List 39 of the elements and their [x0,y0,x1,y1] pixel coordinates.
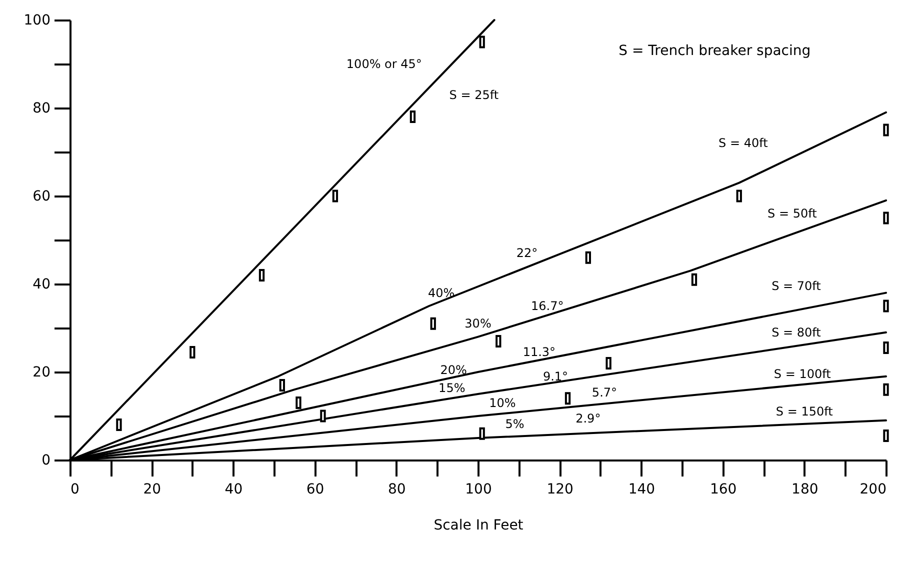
annotation: S = 150ft [776,404,834,419]
x-tick-label: 20 [143,482,162,498]
annotation: 100% or 45° [346,57,422,71]
x-tick-label: 140 [628,482,656,498]
y-tick-label: 80 [32,100,50,116]
x-tick-label: 100 [465,482,492,498]
x-tick-label: 180 [792,482,818,498]
x-tick-label: 40 [224,482,243,498]
annotation: 15% [438,380,466,395]
y-tick-label: 20 [32,364,50,380]
y-tick-label: 60 [32,188,50,204]
y-tick-label: 100 [24,12,50,28]
annotation: 40% [428,286,455,300]
x-tick-label: 0 [70,482,80,498]
annotation: 5.7° [592,386,618,400]
x-tick-label: 200 [860,482,886,498]
y-tick-label: 40 [32,276,50,292]
annotation: 2.9° [576,412,601,426]
annotation: 30% [464,316,492,331]
y-tick-label: 0 [42,452,50,468]
annotation: 5% [505,416,524,431]
x-axis-title: Scale In Feet [434,518,524,534]
annotation: 11.3° [522,345,556,360]
annotation: 9.1° [542,369,568,384]
annotation: S = 70ft [772,279,822,294]
x-tick-label: 60 [306,482,324,498]
annotation: S = 80ft [772,325,822,340]
x-tick-label: 160 [710,482,737,498]
annotation: 10% [489,396,516,410]
annotation: S = 100ft [774,367,832,382]
annotation: S = 50ft [768,206,818,221]
annotation: 20% [440,362,467,377]
annotation: S = 25ft [449,88,499,102]
annotation: 22° [516,246,538,260]
annotation: S = Trench breaker spacing [618,42,811,59]
x-tick-label: 80 [388,482,406,498]
annotation: S = 40ft [718,136,768,150]
x-tick-label: 120 [546,482,574,498]
annotation: 16.7° [531,299,564,313]
